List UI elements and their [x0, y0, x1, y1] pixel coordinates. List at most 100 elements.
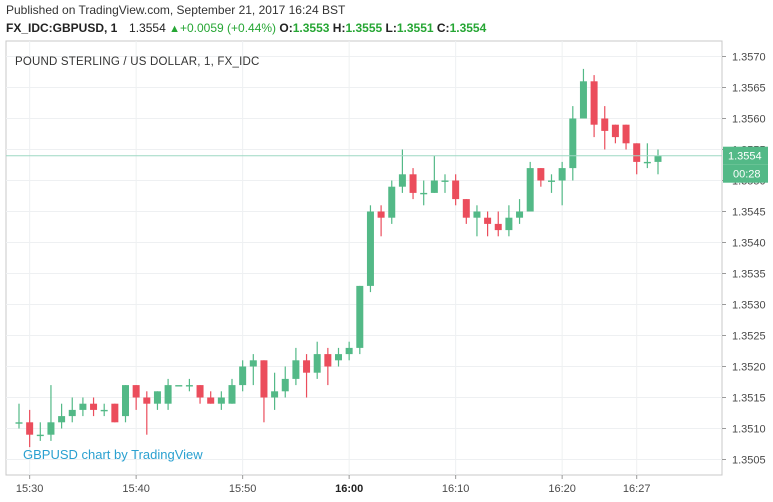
x-tick-label: 15:50 — [229, 483, 257, 495]
y-tick-label: 1.3505 — [732, 455, 766, 467]
close-label: C: — [436, 21, 450, 35]
low-value: 1.3551 — [396, 21, 434, 35]
y-tick-label: 1.3530 — [732, 300, 766, 312]
last-price-tag — [723, 146, 768, 165]
candle-body — [207, 397, 215, 404]
high-value: 1.3555 — [345, 21, 383, 35]
change-value: +0.0059 (+0.44%) — [179, 21, 277, 35]
candle-body — [153, 391, 161, 404]
candle-body — [122, 385, 129, 417]
y-tick-label: 1.3510 — [732, 424, 766, 436]
x-tick-label: 15:40 — [122, 483, 150, 495]
candle-body — [239, 366, 247, 386]
y-tick-label: 1.3535 — [732, 269, 766, 281]
candle-body — [590, 81, 598, 125]
published-notice: Published on TradingView.com, September … — [6, 3, 346, 17]
x-tick-label: 16:20 — [548, 483, 576, 495]
candle-body — [313, 354, 321, 373]
candle-body — [324, 354, 332, 367]
candle-body — [643, 161, 651, 164]
candle-body — [366, 211, 374, 286]
candle-body — [303, 360, 311, 373]
candle-body — [622, 124, 630, 144]
candle-body — [260, 360, 268, 398]
y-tick-label: 1.3540 — [732, 238, 766, 250]
candle-body — [409, 174, 417, 193]
candle-body — [505, 217, 513, 231]
candle-body — [249, 360, 257, 367]
candle-body — [420, 192, 428, 195]
x-tick-label: 16:00 — [335, 483, 363, 495]
candle-body — [90, 403, 98, 410]
candle-body — [633, 143, 641, 162]
candle-body — [132, 385, 140, 398]
candle-body — [462, 199, 470, 218]
candle-body — [377, 211, 385, 218]
open-label: O: — [279, 21, 293, 35]
candle-body — [579, 81, 587, 119]
y-tick-label: 1.3520 — [732, 362, 766, 374]
candle-body — [185, 385, 193, 387]
candle-body — [79, 403, 87, 410]
candle-body — [356, 285, 364, 348]
candle-body — [569, 118, 577, 169]
x-tick-label: 16:10 — [442, 483, 470, 495]
candle-body — [345, 347, 353, 355]
candle-body — [558, 168, 566, 181]
countdown-tag — [723, 164, 768, 183]
candle-body — [196, 385, 204, 398]
candle-body — [36, 434, 44, 437]
candle-body — [430, 180, 438, 193]
open-value: 1.3553 — [292, 21, 330, 35]
y-tick-label: 1.3525 — [732, 331, 766, 343]
y-tick-label: 1.3565 — [732, 83, 766, 95]
candle-body — [292, 360, 300, 379]
chart-title: POUND STERLING / US DOLLAR, 1, FX_IDC — [15, 56, 259, 68]
candle-body — [58, 416, 66, 423]
price-axis[interactable]: 1.3505 1.3510 1.3515 1.3520 1.3525 1.3530 1.35… — [722, 52, 766, 467]
quote-line: FX_IDC:GBPUSD, 1 1.3554 ▲+0.0059 (+0.44%… — [6, 21, 486, 35]
candle-body — [100, 409, 108, 412]
last-price-tag-text: 1.3554 — [728, 151, 762, 163]
candle-body — [281, 378, 289, 392]
candle-body — [494, 223, 502, 231]
candle-body — [537, 168, 545, 181]
candle-body — [26, 422, 34, 435]
symbol-label: FX_IDC:GBPUSD, 1 — [6, 21, 118, 35]
y-tick-label: 1.3545 — [732, 207, 766, 219]
candle-body — [143, 397, 151, 404]
x-tick-label: 15:30 — [16, 483, 44, 495]
candle-body — [111, 403, 119, 423]
watermark: GBPUSD chart by TradingView — [23, 447, 203, 462]
countdown-tag-text: 00:28 — [733, 169, 761, 181]
candle-body — [271, 391, 279, 398]
y-tick-label: 1.3570 — [732, 52, 766, 64]
candle-body — [15, 422, 23, 424]
candle-body — [175, 385, 183, 387]
candles-layer — [15, 68, 662, 448]
y-tick-label: 1.3515 — [732, 393, 766, 405]
candle-body — [68, 409, 76, 417]
candle-body — [47, 422, 55, 435]
x-tick-label: 16:27 — [623, 483, 651, 495]
up-arrow-icon: ▲ — [169, 23, 180, 35]
y-tick-label: 1.3560 — [732, 114, 766, 126]
candle-body — [398, 174, 406, 187]
candle-body — [388, 186, 396, 218]
time-axis[interactable]: 15:30 15:40 15:50 16:00 16:10 16:20 16:27 — [16, 475, 651, 495]
candle-body — [164, 385, 172, 404]
candle-body — [441, 180, 449, 182]
candle-body — [548, 180, 555, 182]
grid-lines — [6, 41, 722, 475]
candle-body — [611, 124, 619, 138]
candle-body — [473, 211, 481, 218]
candle-body — [335, 354, 342, 361]
candle-body — [228, 385, 236, 404]
candle-body — [526, 168, 534, 212]
low-label: L: — [385, 21, 397, 35]
candle-body — [484, 217, 492, 224]
candle-body — [516, 211, 524, 218]
close-value: 1.3554 — [449, 21, 487, 35]
candle-body — [452, 180, 460, 200]
